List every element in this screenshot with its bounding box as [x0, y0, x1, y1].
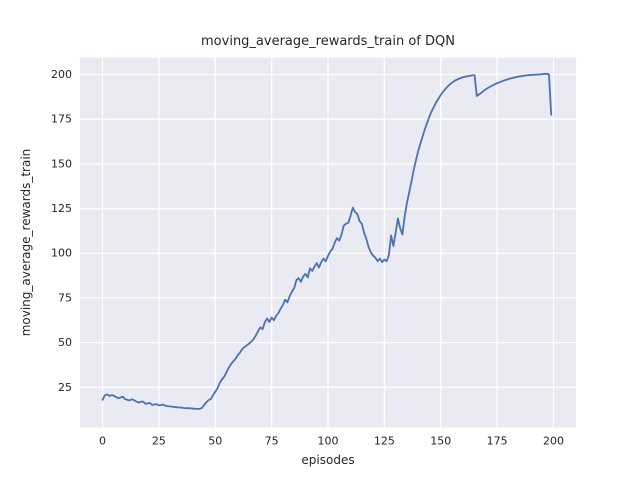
- y-axis-label: moving_average_rewards_train: [19, 149, 33, 337]
- x-tick-label: 100: [318, 435, 339, 448]
- gridlines: [80, 57, 576, 428]
- x-axis-label: episodes: [301, 453, 354, 467]
- line-series-dqn: [101, 72, 553, 410]
- y-tick-label: 125: [51, 202, 72, 215]
- x-tick-label: 25: [152, 435, 166, 448]
- x-tick-labels: 0 25 50 75 100 125 150 175 200: [99, 435, 564, 448]
- x-tick-label: 125: [374, 435, 395, 448]
- chart-title: moving_average_rewards_train of DQN: [201, 34, 455, 49]
- x-tick-label: 50: [208, 435, 222, 448]
- series-layer: [101, 72, 553, 410]
- x-tick-label: 150: [430, 435, 451, 448]
- y-tick-label: 175: [51, 113, 72, 126]
- y-tick-labels: 25 50 75 100 125 150 175 200: [51, 68, 72, 394]
- y-tick-label: 50: [58, 336, 72, 349]
- y-tick-label: 150: [51, 157, 72, 170]
- y-tick-label: 25: [58, 381, 72, 394]
- x-tick-label: 175: [487, 435, 508, 448]
- x-tick-label: 200: [543, 435, 564, 448]
- x-tick-label: 0: [99, 435, 106, 448]
- y-tick-label: 75: [58, 291, 72, 304]
- y-tick-label: 100: [51, 247, 72, 260]
- x-tick-label: 75: [265, 435, 279, 448]
- y-tick-label: 200: [51, 68, 72, 81]
